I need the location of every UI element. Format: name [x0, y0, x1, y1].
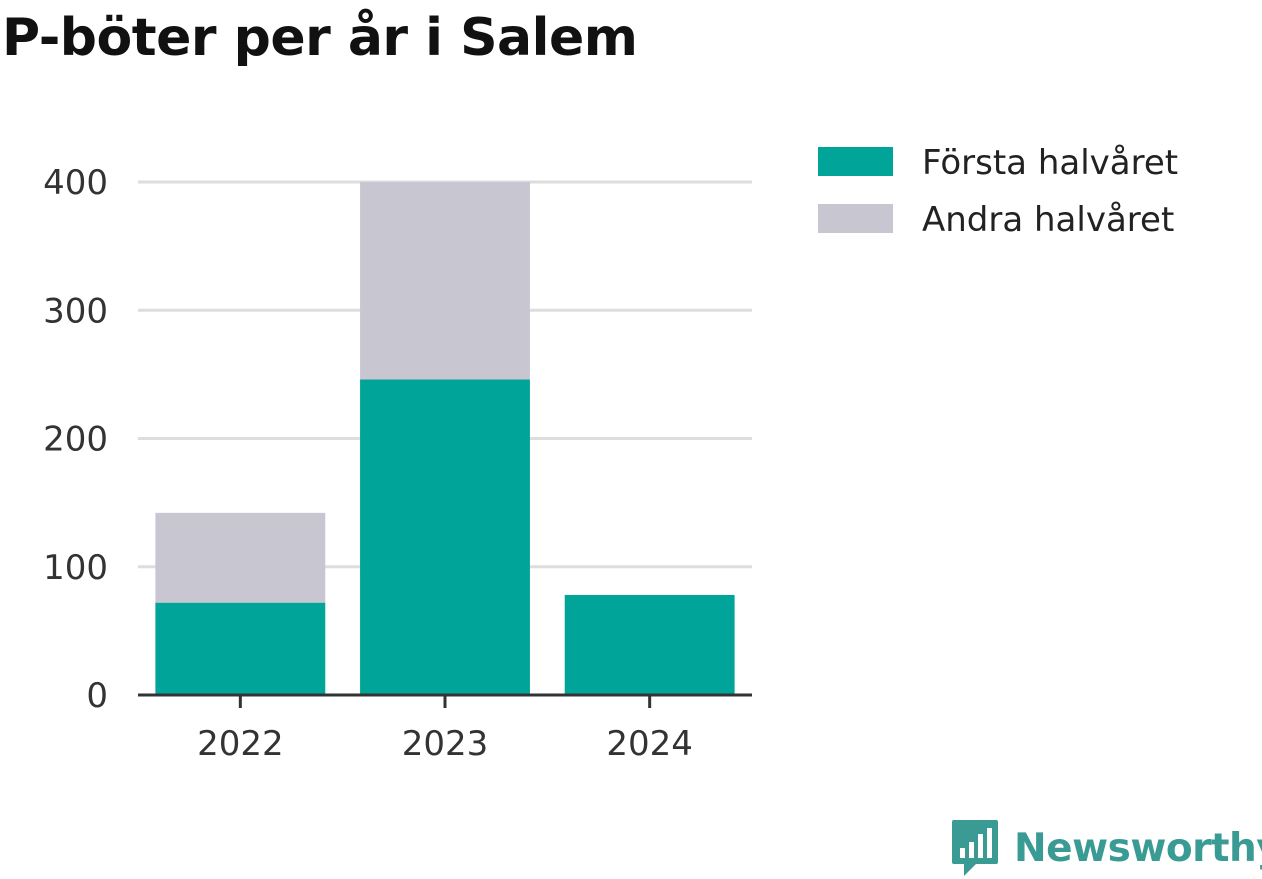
bars	[155, 182, 735, 695]
legend-label: Första halvåret	[922, 143, 1178, 183]
x-tick-label: 2023	[402, 724, 489, 764]
y-axis: 0 100 200 300 400	[43, 163, 108, 716]
legend: Första halvåret Andra halvåret	[818, 143, 1178, 240]
newsworthy-logo: Newsworthy	[950, 818, 1262, 878]
x-axis: 2022 2023 2024	[138, 693, 752, 764]
chart-title: P-böter per år i Salem	[2, 8, 638, 68]
bar-segment	[360, 182, 530, 380]
y-tick-label: 400	[43, 163, 108, 203]
y-tick-label: 100	[43, 548, 108, 588]
x-tick-label: 2022	[197, 724, 284, 764]
bar-segment	[155, 602, 326, 695]
legend-swatch	[818, 147, 893, 176]
legend-label: Andra halvåret	[922, 200, 1174, 240]
bar-segment	[564, 594, 735, 695]
brand-name: Newsworthy	[1014, 825, 1262, 871]
y-tick-label: 0	[86, 676, 108, 716]
newsworthy-logo-icon	[952, 820, 998, 876]
y-tick-label: 300	[43, 291, 108, 331]
bar-segment	[155, 512, 326, 603]
bar-segment	[360, 379, 530, 695]
y-tick-label: 200	[43, 420, 108, 460]
x-tick-label: 2024	[606, 724, 693, 764]
legend-swatch	[818, 204, 893, 233]
